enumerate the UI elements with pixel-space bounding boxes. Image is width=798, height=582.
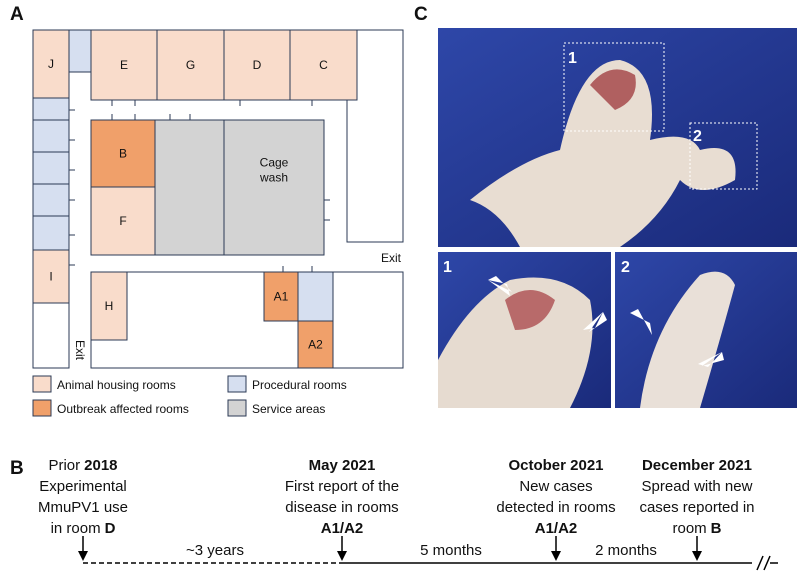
event-text: cases reported in: [639, 499, 754, 516]
room-label: G: [186, 58, 195, 72]
event-text-part: MmuPV1 use: [38, 499, 128, 516]
event-text-part: A1/A2: [535, 520, 578, 537]
room: [289, 29, 358, 101]
legend-swatch: [227, 399, 247, 417]
event-text-part: Prior: [48, 457, 80, 474]
legend-swatch: [32, 375, 52, 393]
event-text-part: December 2021: [642, 457, 752, 474]
event-text-part: First report of the: [285, 478, 399, 495]
legend-swatch: [32, 399, 52, 417]
event-text-part: 2018: [84, 457, 117, 474]
room-label: E: [120, 58, 128, 72]
event-text-part: New cases: [519, 478, 592, 495]
event-text: Experimental: [39, 478, 127, 495]
event-text: A1/A2: [321, 520, 364, 537]
room: [263, 271, 299, 322]
legend-label: Service areas: [252, 402, 325, 416]
room-label: D: [253, 58, 262, 72]
room-label: I: [49, 270, 52, 284]
event-text-part: A1/A2: [321, 520, 364, 537]
photo-panel: [438, 28, 797, 408]
room: [32, 249, 70, 304]
legend-swatch: [227, 375, 247, 393]
room-label: wash: [259, 171, 288, 185]
duration-label: 2 months: [595, 542, 657, 559]
room: [90, 186, 156, 256]
photo-label: 2: [621, 259, 630, 276]
photo-label: 1: [568, 50, 577, 67]
photo-label: 2: [693, 128, 702, 145]
event-text: October 2021: [508, 457, 603, 474]
event-text-part: October 2021: [508, 457, 603, 474]
event-text: May 2021: [309, 457, 376, 474]
panel-label: C: [414, 4, 428, 25]
event-text: December 2021: [642, 457, 752, 474]
event-text-part: May 2021: [309, 457, 376, 474]
event-arrowhead: [337, 551, 347, 561]
room-label: A2: [308, 338, 323, 352]
event-text: A1/A2: [535, 520, 578, 537]
panel-label: B: [10, 458, 24, 479]
event-text-part: Spread with new: [642, 478, 753, 495]
event-text-part: detected in rooms: [496, 499, 615, 516]
legend-label: Animal housing rooms: [57, 378, 176, 392]
event-text: Prior 2018: [48, 457, 117, 474]
room-label: Cage: [260, 156, 289, 170]
event-text-part: cases reported in: [639, 499, 754, 516]
event-text: New cases: [519, 478, 592, 495]
event-text-part: disease in rooms: [285, 499, 398, 516]
room: [32, 29, 70, 99]
timeline: [83, 555, 778, 571]
legend-label: Procedural rooms: [252, 378, 347, 392]
panel-label: A: [10, 4, 24, 25]
room: [90, 271, 128, 341]
legend-label: Outbreak affected rooms: [57, 402, 189, 416]
event-text-part: D: [105, 520, 116, 537]
event-text: MmuPV1 use: [38, 499, 128, 516]
room-label: A1: [274, 290, 289, 304]
duration-label: ~3 years: [186, 542, 244, 559]
room-label: C: [319, 58, 328, 72]
room: [223, 119, 325, 256]
room-label: J: [48, 57, 54, 71]
event-text: detected in rooms: [496, 499, 615, 516]
room: [223, 29, 291, 101]
room-label: F: [119, 214, 126, 228]
photo-label: 1: [443, 259, 452, 276]
event-text: First report of the: [285, 478, 399, 495]
duration-label: 5 months: [420, 542, 482, 559]
exit-label: Exit: [73, 340, 87, 361]
room: [297, 320, 334, 369]
event-text-part: B: [711, 520, 722, 537]
room-label: B: [119, 147, 127, 161]
room: [156, 29, 225, 101]
event-arrowhead: [551, 551, 561, 561]
exit-label: Exit: [381, 251, 402, 265]
room: [90, 29, 158, 101]
event-arrowhead: [692, 551, 702, 561]
event-text-part: room: [672, 520, 706, 537]
room-label: H: [105, 299, 114, 313]
event-text: in room D: [51, 520, 116, 537]
event-text: Spread with new: [642, 478, 753, 495]
floor-plan-outline: [32, 29, 404, 369]
event-text: room B: [672, 520, 721, 537]
event-text-part: in room: [51, 520, 101, 537]
event-text-part: Experimental: [39, 478, 127, 495]
event-arrowhead: [78, 551, 88, 561]
event-text: disease in rooms: [285, 499, 398, 516]
